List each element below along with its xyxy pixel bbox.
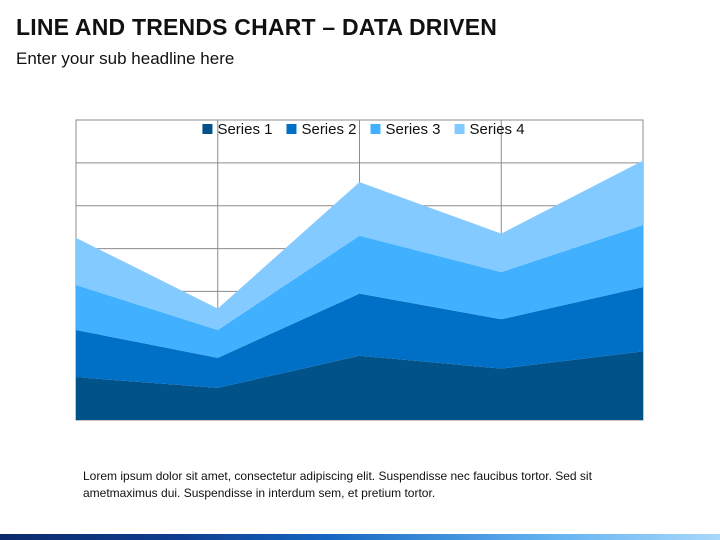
legend-label-4: Series 4 — [470, 121, 525, 138]
legend-swatch-1 — [202, 124, 213, 134]
bottom-accent-bar — [0, 534, 720, 540]
legend-swatch-4 — [454, 124, 465, 134]
legend-swatch-2 — [286, 124, 297, 134]
area-series-4 — [76, 160, 643, 330]
legend-label-2: Series 2 — [301, 121, 356, 138]
area-series-3 — [76, 225, 643, 358]
slide-subtitle: Enter your sub headline here — [16, 49, 235, 68]
area-series-2 — [76, 287, 643, 388]
slide-title: LINE AND TRENDS CHART – DATA DRIVEN — [16, 14, 498, 40]
area-series-1 — [76, 351, 643, 420]
legend-label-3: Series 3 — [386, 121, 441, 138]
legend-swatch-3 — [370, 124, 381, 134]
caption-text: Lorem ipsum dolor sit amet, consectetur … — [83, 469, 592, 500]
legend-label-1: Series 1 — [217, 121, 272, 138]
